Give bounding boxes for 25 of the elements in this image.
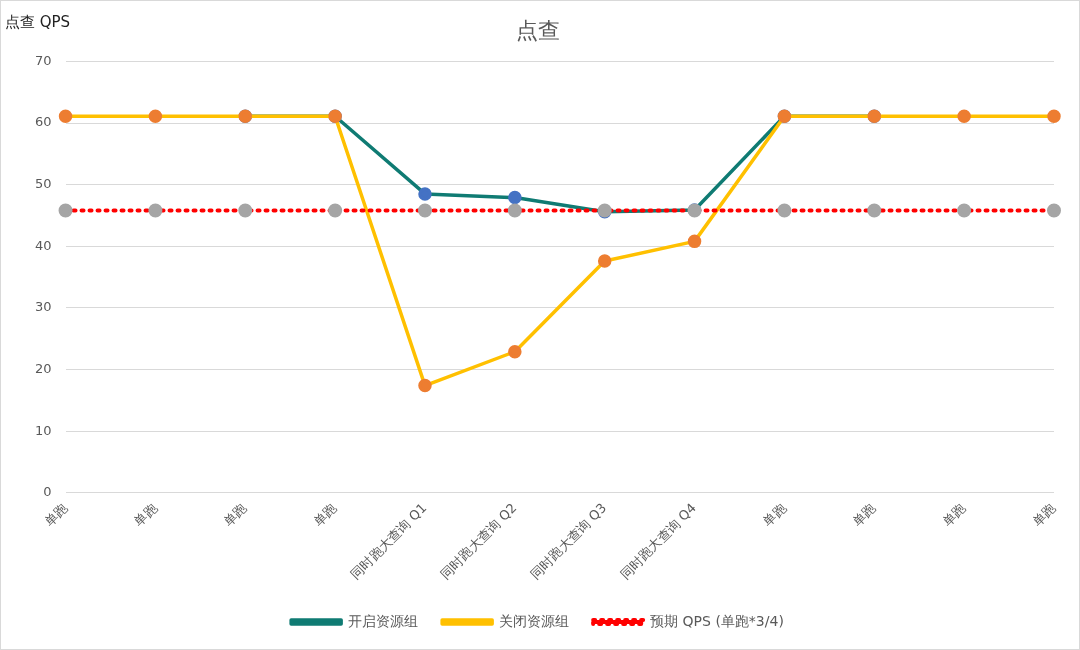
x-tick-label: 单跑 bbox=[939, 500, 969, 530]
y-tick-label: 50 bbox=[35, 176, 52, 192]
x-tick-label: 单跑 bbox=[41, 500, 71, 530]
x-tick-label: 同时跑大查询 Q1 bbox=[347, 500, 430, 582]
x-tick-label: 同时跑大查询 Q3 bbox=[527, 500, 610, 582]
y-tick-label: 20 bbox=[35, 360, 52, 376]
x-tick-label: 单跑 bbox=[1029, 500, 1059, 530]
y-tick-label: 10 bbox=[35, 422, 52, 438]
chart-title: 点查 bbox=[515, 17, 560, 43]
x-tick-label: 单跑 bbox=[310, 500, 340, 530]
x-tick-label: 单跑 bbox=[220, 500, 250, 530]
y-tick-label: 60 bbox=[35, 114, 52, 130]
x-tick-label: 单跑 bbox=[849, 500, 879, 530]
x-tick-label: 单跑 bbox=[759, 500, 789, 530]
y-tick-label: 30 bbox=[35, 299, 52, 315]
x-tick-label: 同时跑大查询 Q4 bbox=[617, 500, 700, 582]
y-tick-label: 40 bbox=[35, 237, 52, 253]
x-tick-label: 单跑 bbox=[130, 500, 160, 530]
legend-label: 预期 QPS (单跑*3/4) bbox=[650, 612, 784, 629]
x-tick-label: 同时跑大查询 Q2 bbox=[437, 500, 520, 582]
y-axis-title: 点查 QPS bbox=[5, 13, 71, 32]
legend-label: 开启资源组 bbox=[348, 612, 419, 629]
y-tick-label: 0 bbox=[43, 484, 52, 500]
legend-label: 关闭资源组 bbox=[499, 612, 570, 629]
y-tick-label: 70 bbox=[35, 52, 52, 68]
